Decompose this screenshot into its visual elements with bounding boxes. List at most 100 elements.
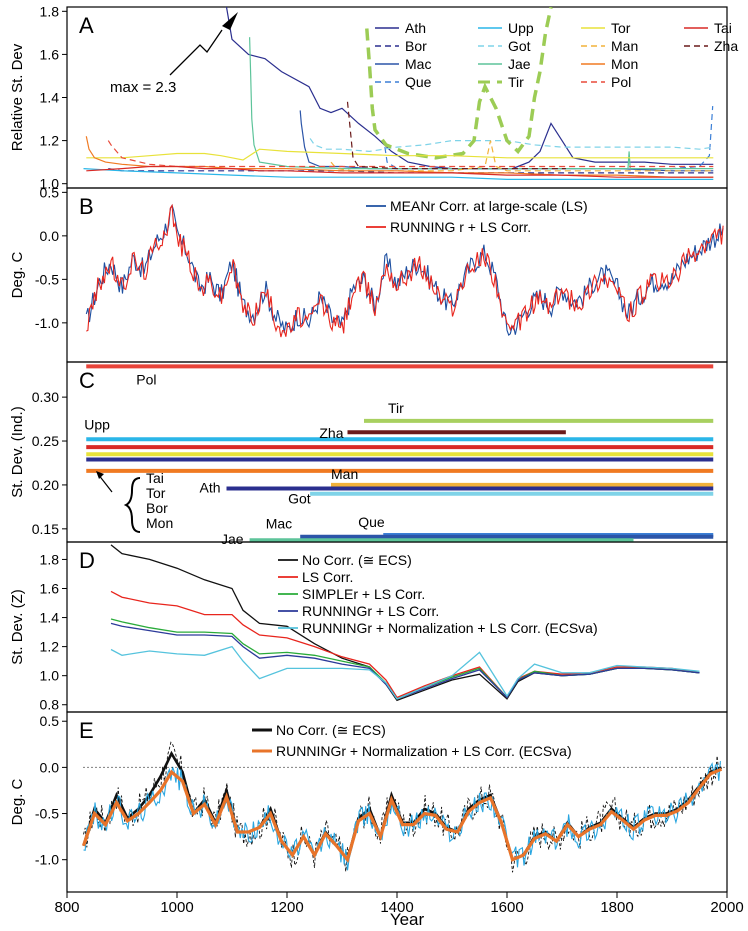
smoothed-line-2 <box>81 767 723 864</box>
series-line-5 <box>83 168 714 180</box>
series-line-7 <box>249 37 714 170</box>
x-tick-label: 1000 <box>160 899 193 916</box>
panel-frame <box>66 711 728 893</box>
panels: A Relative St. Dev 1.0 1.2 1.4 1.6 1.8 Ath Bor Ma… <box>9 3 738 893</box>
legend-label-5: RUNNINGr + Normalization + LS Corr. (ECS… <box>302 620 598 636</box>
y-tick-label: 1.2 <box>40 133 60 149</box>
y-tick-label: -1.0 <box>35 852 59 868</box>
legend-label-jae: Jae <box>508 56 531 72</box>
legend-label-que: Que <box>405 74 432 90</box>
y-axis-label: Deg. C <box>9 778 26 825</box>
y-tick-label: 0.5 <box>40 184 60 200</box>
legend: MEANr Corr. at large-scale (LS) RUNNING r… <box>366 198 588 235</box>
x-tick-label: 800 <box>54 899 79 916</box>
segment-label-zha: Zha <box>319 425 343 441</box>
y-tick-label: -1.0 <box>35 315 59 331</box>
legend-label-4: RUNNINGr + LS Corr. <box>302 603 439 619</box>
x-axis-label: Year <box>390 910 425 929</box>
panel-letter: C <box>79 368 95 393</box>
y-tick-label: 1.8 <box>40 551 60 567</box>
legend-label-1: No Corr. (≅ ECS) <box>276 722 386 738</box>
series-line-14 <box>346 101 566 170</box>
legend-label-2: LS Corr. <box>302 569 353 585</box>
legend-label-tor: Tor <box>611 20 631 36</box>
series-line-4 <box>384 106 714 170</box>
pointer-arrow-head <box>96 471 104 479</box>
y-axis-label: Relative St. Dev <box>9 43 26 151</box>
y-axis-label: St. Dev. (Z) <box>9 589 26 665</box>
y-tick-label: -0.5 <box>35 806 59 822</box>
x-tick-label: 1200 <box>270 899 303 916</box>
segment-label-mac: Mac <box>266 516 292 532</box>
legend-label-pol: Pol <box>611 74 631 90</box>
legend-label-2: RUNNINGr + Normalization + LS Corr. (ECS… <box>276 743 572 759</box>
plot-area <box>81 741 727 873</box>
y-tick-label: 0.0 <box>40 228 60 244</box>
bracket-label-tai: Tai <box>146 470 164 486</box>
panel-E: E Deg. C -1.0 -0.5 0.0 0.5 No Corr. (≅ ECS) RUN… <box>9 711 728 893</box>
legend-label-mon: Mon <box>611 56 638 72</box>
segment-label-man: Man <box>331 466 358 482</box>
series-line-8 <box>365 7 553 160</box>
y-tick-label: -0.5 <box>35 271 59 287</box>
legend-label-mac: Mac <box>405 56 431 72</box>
y-tick-label: 0.30 <box>32 389 59 405</box>
panel-D: D St. Dev. (Z) 0.8 1.0 1.2 1.4 1.6 1.8 No Corr. … <box>9 541 728 713</box>
segment-label-jae: Jae <box>221 531 244 547</box>
y-axis-label: Deg. C <box>9 251 26 298</box>
y-tick-label: 1.6 <box>40 46 60 62</box>
x-tick-label: 1800 <box>600 899 633 916</box>
max-arrow-head <box>222 12 238 30</box>
y-tick-label: 1.4 <box>40 90 60 106</box>
y-tick-label: 0.20 <box>32 477 59 493</box>
y-tick-label: 1.8 <box>40 3 60 19</box>
legend-label-got: Got <box>508 38 531 54</box>
legend-label-bor: Bor <box>405 38 427 54</box>
panel-frame <box>66 187 728 363</box>
bracket-label-tor: Tor <box>146 485 166 501</box>
legend-label-1: No Corr. (≅ ECS) <box>302 552 412 568</box>
series-line-12 <box>107 140 714 168</box>
plot-area <box>83 7 714 180</box>
y-tick-label: 0.0 <box>40 759 60 775</box>
series-line-6 <box>309 138 714 153</box>
y-tick-label: 1.0 <box>40 176 60 192</box>
y-tick-label: 1.2 <box>40 639 60 655</box>
legend-label-ath: Ath <box>405 20 426 36</box>
series-line-5 <box>110 645 700 700</box>
legend: No Corr. (≅ ECS) RUNNINGr + Normalization… <box>252 722 572 759</box>
panel-A: A Relative St. Dev 1.0 1.2 1.4 1.6 1.8 Ath Bor Ma… <box>9 3 738 191</box>
series-line-2 <box>108 168 714 174</box>
plot-area <box>86 364 714 542</box>
segment-label-upp: Upp <box>84 416 110 432</box>
panel-letter: E <box>79 718 94 743</box>
legend-label-3: SIMPLEr + LS Corr. <box>302 586 425 602</box>
y-tick-label: 0.5 <box>40 713 60 729</box>
y-tick-label: 1.0 <box>40 668 60 684</box>
series-line-9 <box>86 148 714 161</box>
panel-letter: B <box>79 194 94 219</box>
x-tick-label: 1600 <box>490 899 523 916</box>
y-tick-label: 1.6 <box>40 580 60 596</box>
max-arrow <box>169 29 223 76</box>
bracket-label-bor: Bor <box>146 500 168 516</box>
y-tick-label: 0.25 <box>32 433 59 449</box>
legend-label-man: Man <box>611 38 638 54</box>
segment-label-pol: Pol <box>136 371 156 387</box>
segment-label-got: Got <box>288 491 311 507</box>
plot-area <box>85 203 724 338</box>
legend: Ath Bor Mac Que Upp Got Jae Tir Tor Man Mon Pol Tai Z… <box>375 20 738 90</box>
legend-label-tai: Tai <box>714 20 732 36</box>
x-tick-label: 2000 <box>710 899 743 916</box>
y-tick-label: 1.4 <box>40 610 60 626</box>
series-line-1 <box>85 204 724 337</box>
panel-B: B Deg. C -1.0 -0.5 0.0 0.5 MEANr Corr. at larg… <box>9 184 728 363</box>
legend-label-tir: Tir <box>508 74 524 90</box>
panel-letter: A <box>79 13 94 38</box>
series-line-13 <box>86 165 714 178</box>
curly-brace <box>123 477 141 533</box>
legend-label-1: MEANr Corr. at large-scale (LS) <box>390 198 588 214</box>
series-line-2 <box>86 203 724 338</box>
x-axis: 800 1000 1200 1400 1600 1800 2000 <box>54 892 744 916</box>
